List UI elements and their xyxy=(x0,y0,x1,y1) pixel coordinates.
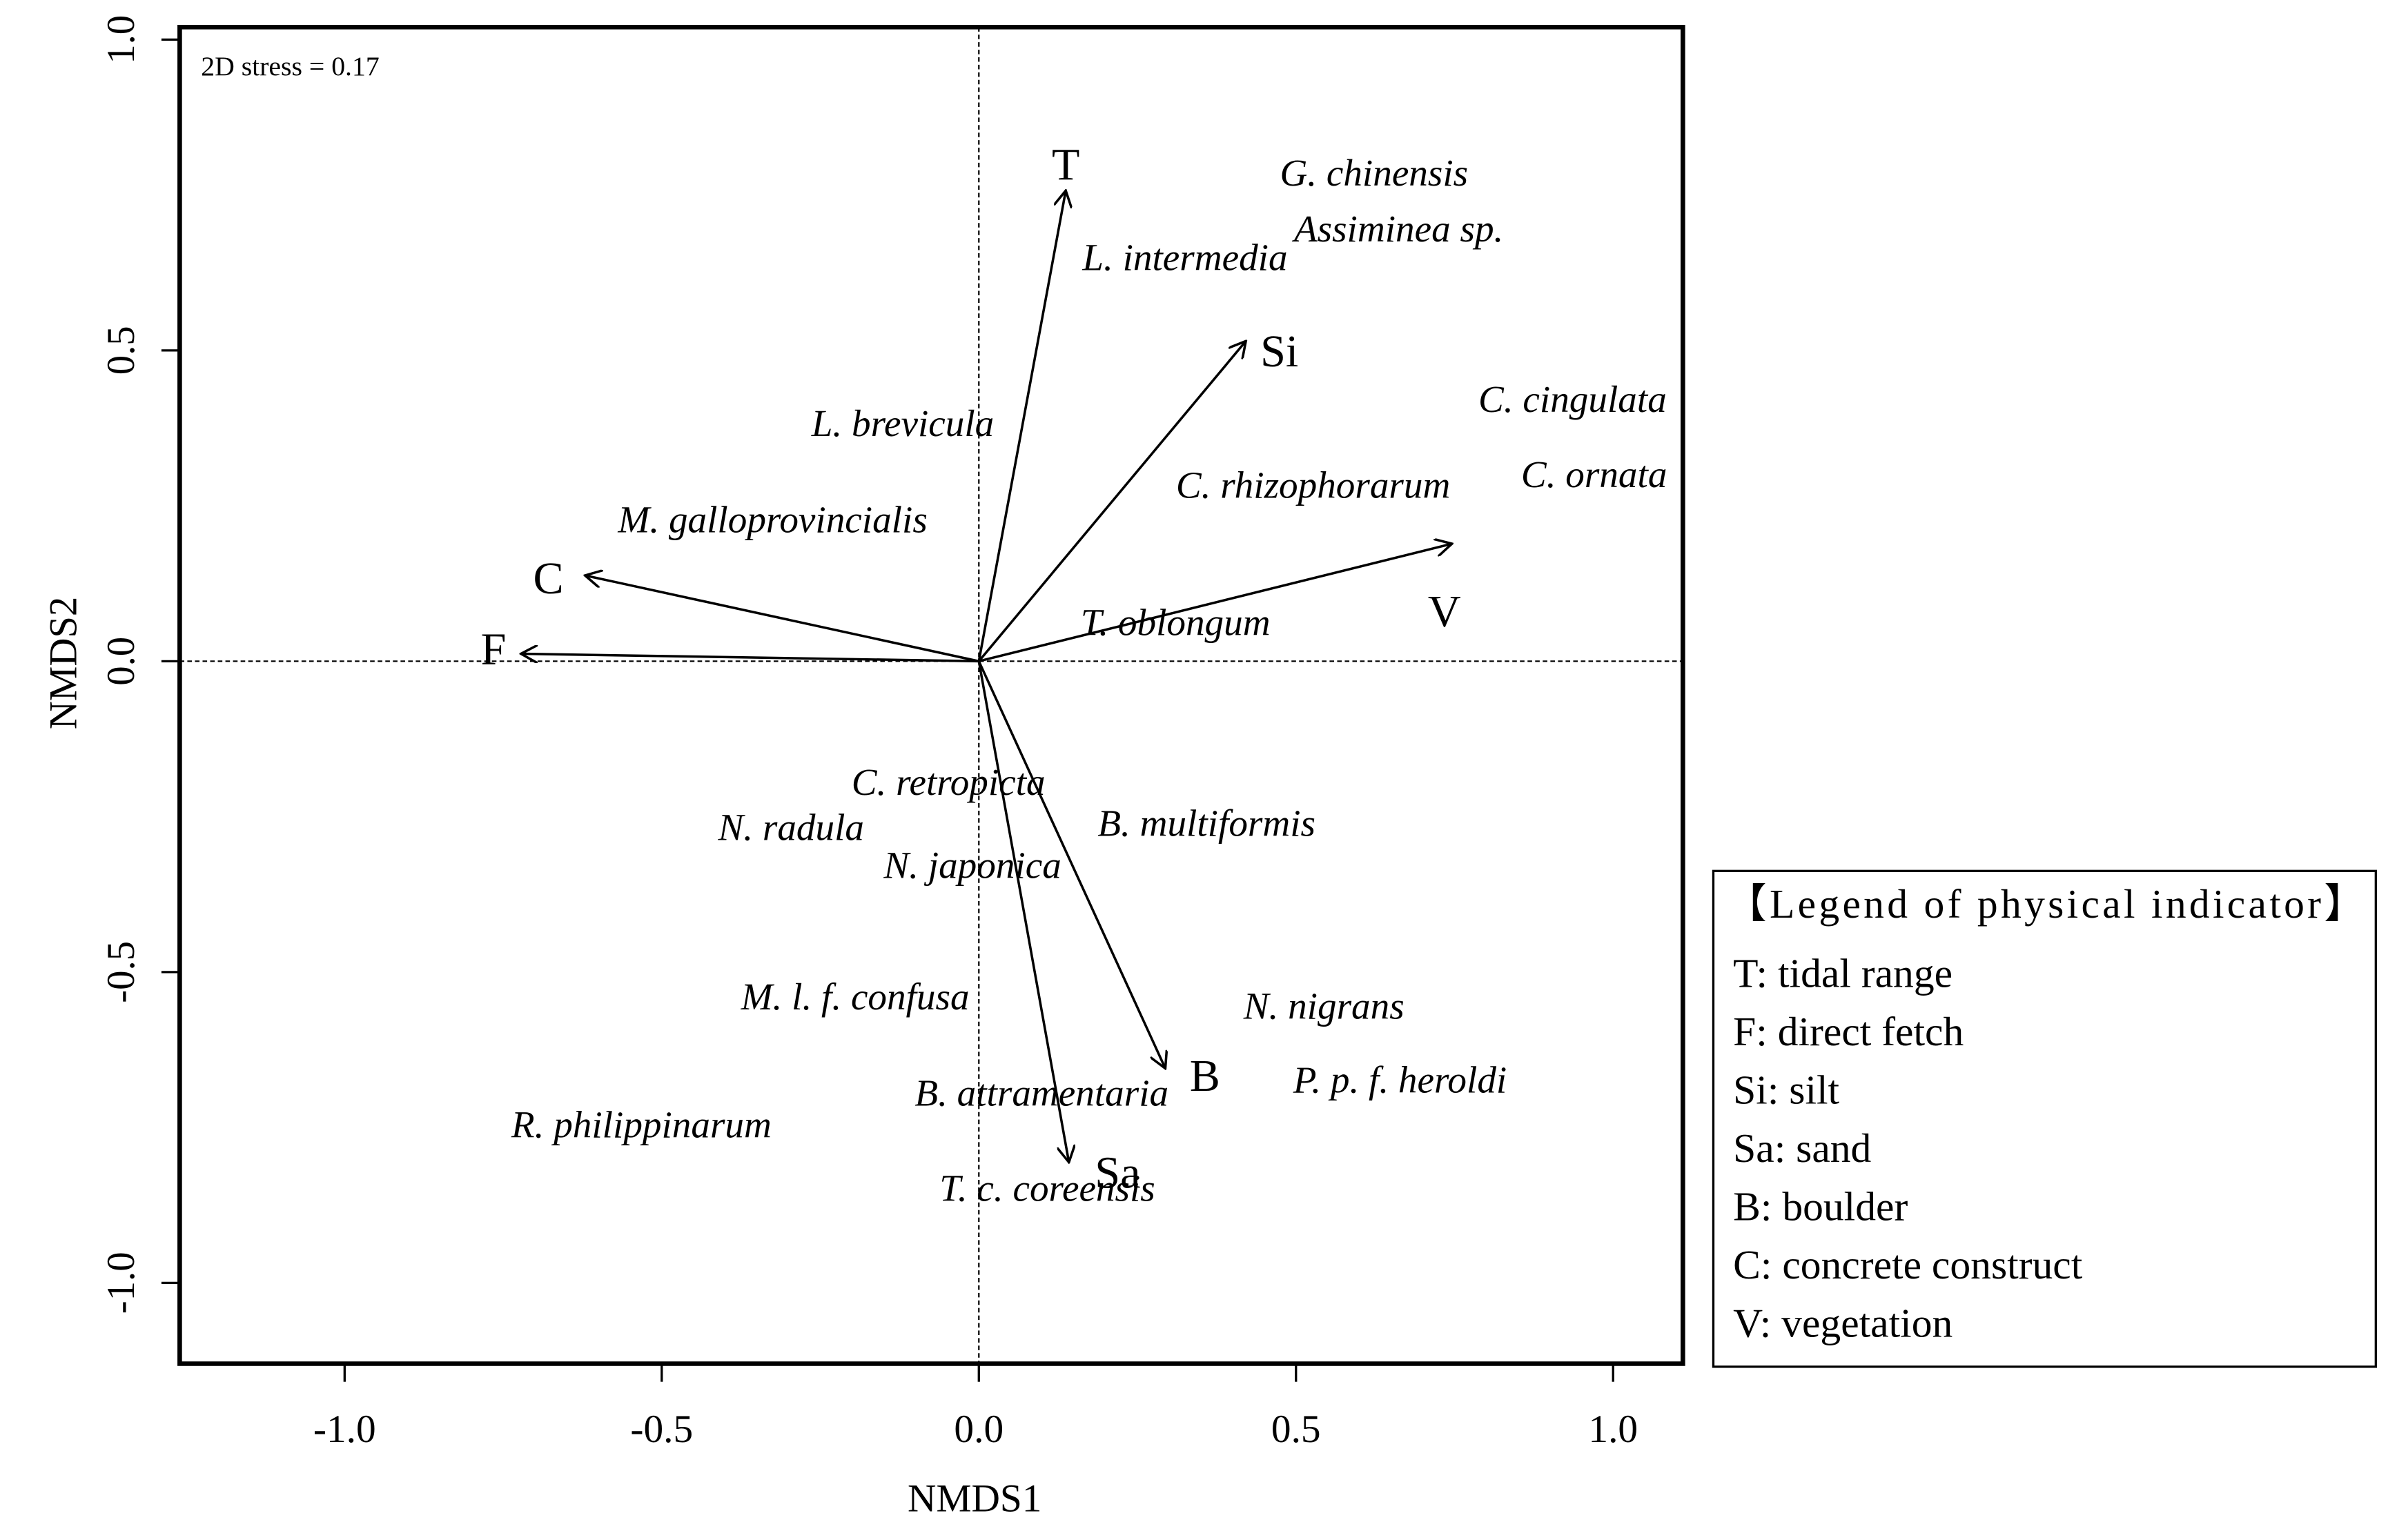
vector-label: Sa xyxy=(1095,1148,1140,1198)
vector-arrow xyxy=(978,544,1452,663)
species-label: T. c. coreensis xyxy=(939,1167,1155,1210)
x-tick-label: -1.0 xyxy=(313,1408,376,1451)
species-label: Assiminea sp. xyxy=(1292,208,1503,250)
species-label: M. galloprovincialis xyxy=(617,499,927,541)
vector-arrow xyxy=(521,654,979,662)
y-axis-label: NMDS2 xyxy=(41,597,85,729)
vector-arrow xyxy=(585,575,979,663)
legend-item: V: vegetation xyxy=(1733,1301,1953,1346)
species-label: L. intermedia xyxy=(1082,237,1287,279)
legend-item: T: tidal range xyxy=(1733,951,1953,996)
species-label: N. japonica xyxy=(883,845,1061,887)
y-tick-label: -0.5 xyxy=(99,941,143,1003)
plot-frame xyxy=(177,25,1685,1366)
x-tick-label: 0.5 xyxy=(1271,1408,1321,1451)
species-label: C. retropicta xyxy=(852,761,1046,803)
stress-annotation: 2D stress = 0.17 xyxy=(201,51,379,81)
species-label: T. oblongum xyxy=(1081,602,1271,644)
vector-arrow xyxy=(977,661,1068,1162)
vector-arrow xyxy=(977,341,1246,662)
x-tick-label: 0.0 xyxy=(954,1408,1004,1451)
y-tick-label: -1.0 xyxy=(99,1252,143,1314)
legend-box xyxy=(1712,869,2378,1368)
species-label: N. nigrans xyxy=(1243,985,1405,1027)
vector-label: V xyxy=(1428,586,1461,637)
vector-label: B xyxy=(1190,1051,1220,1101)
legend-item: Si: silt xyxy=(1733,1067,1839,1113)
x-axis-label: NMDS1 xyxy=(908,1477,1041,1521)
y-tick-label: 0.0 xyxy=(99,637,143,686)
vector-label: Si xyxy=(1260,326,1298,377)
species-label: N. radula xyxy=(718,807,864,849)
species-label: R. philippinarum xyxy=(511,1104,772,1146)
y-tick-label: 1.0 xyxy=(99,15,143,64)
x-tick-label: 1.0 xyxy=(1588,1408,1638,1451)
species-label: B. multiformis xyxy=(1097,802,1315,845)
vector-label: F xyxy=(481,624,507,675)
vector-arrow xyxy=(977,190,1066,662)
vector-label: T xyxy=(1052,140,1079,190)
species-label: L. brevicula xyxy=(811,402,995,444)
species-label: C. rhizophorarum xyxy=(1176,464,1450,506)
legend-item: C: concrete construct xyxy=(1733,1242,2083,1287)
species-label: C. cingulata xyxy=(1478,378,1667,420)
legend-item: Sa: sand xyxy=(1733,1125,1871,1171)
vector-arrow xyxy=(977,660,1165,1068)
species-label: P. p. f. heroldi xyxy=(1293,1059,1507,1101)
legend-item: B: boulder xyxy=(1733,1184,1908,1230)
legend-title: 【Legend of physical indicator】 xyxy=(1725,881,2365,927)
species-label: M. l. f. confusa xyxy=(741,976,970,1018)
species-label: G. chinensis xyxy=(1280,152,1468,194)
species-label: B. attramentaria xyxy=(914,1072,1168,1114)
y-tick-label: 0.5 xyxy=(99,326,143,375)
species-label: C. ornata xyxy=(1521,453,1667,495)
vector-label: C xyxy=(534,553,564,604)
legend-item: F: direct fetch xyxy=(1733,1009,1964,1054)
x-tick-label: -0.5 xyxy=(630,1408,693,1451)
